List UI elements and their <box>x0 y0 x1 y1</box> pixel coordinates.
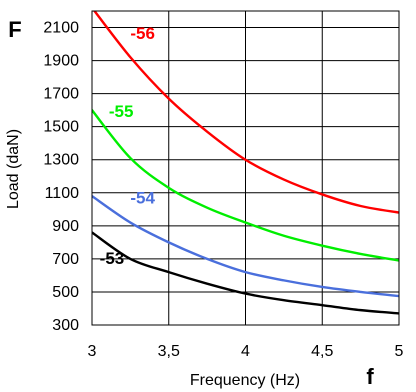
y-tick-label-2100: 2100 <box>43 20 79 37</box>
series-line-56 <box>93 11 399 214</box>
x-tick-label-3: 3 <box>88 343 97 360</box>
y-tick-label-1300: 1300 <box>43 152 79 169</box>
y-axis-title: Load (daN) <box>5 129 22 209</box>
y-tick-label-1100: 1100 <box>45 185 80 202</box>
series-label-56: -56 <box>130 24 155 43</box>
x-tick-label-3-5: 3,5 <box>158 343 180 360</box>
series-label-55: -55 <box>109 102 134 121</box>
y-tick-label-500: 500 <box>52 284 79 301</box>
y-tick-label-1700: 1700 <box>43 86 79 103</box>
series-line-53 <box>92 231 399 315</box>
y-axis-letter: F <box>8 17 21 42</box>
y-tick-label-700: 700 <box>52 251 79 268</box>
x-tick-label-4-5: 4,5 <box>311 343 333 360</box>
x-axis-title: Frequency (Hz) <box>190 372 300 389</box>
series-line-54 <box>92 194 399 298</box>
y-tick-label-1500: 1500 <box>43 119 79 136</box>
tick-layer: 3 3,5 4 4,5 5 300 500 700 900 1100 1300 1500 1700 190… <box>43 20 403 360</box>
series-line-55 <box>92 108 399 262</box>
series-label-layer: -56 -55 -54 -53 <box>100 24 156 268</box>
x-tick-label-5: 5 <box>395 343 404 360</box>
x-axis-letter: f <box>366 364 374 389</box>
series-layer <box>92 11 399 315</box>
series-label-53: -53 <box>100 249 125 268</box>
y-tick-label-300: 300 <box>52 317 79 334</box>
y-tick-label-1900: 1900 <box>43 53 79 70</box>
plot-frame <box>91 10 400 326</box>
series-label-54: -54 <box>130 189 155 208</box>
y-tick-label-900: 900 <box>52 218 79 235</box>
x-tick-label-4: 4 <box>241 343 250 360</box>
